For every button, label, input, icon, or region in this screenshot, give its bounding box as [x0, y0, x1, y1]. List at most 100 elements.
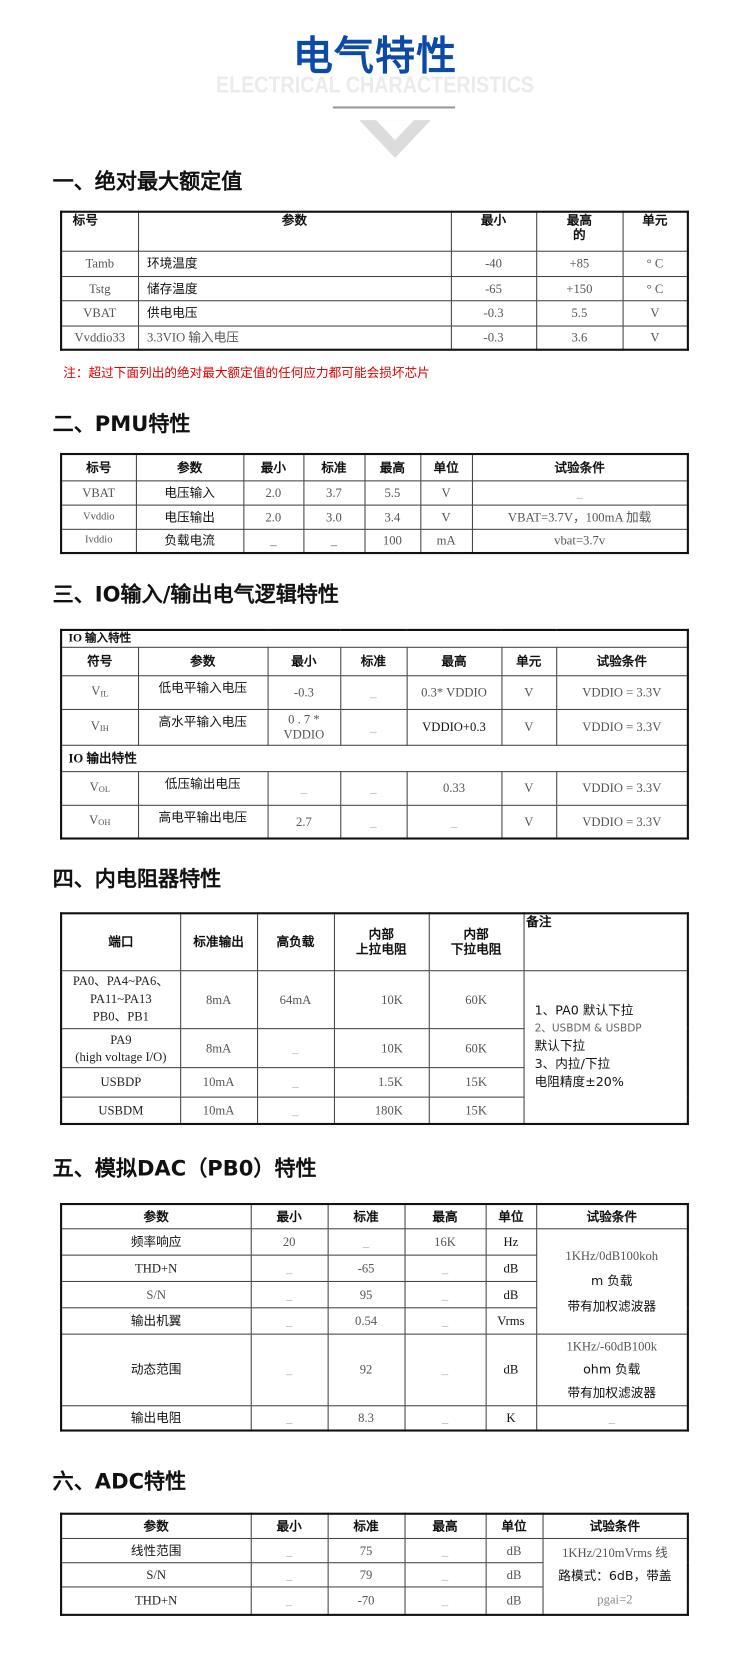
table-header: 符号 参数 最小 标准 最高 单元 试验条件: [60, 646, 689, 676]
cell: VDDIO = 3.3V: [555, 770, 689, 806]
cell: dB: [485, 1537, 544, 1563]
header-cell: 最高: [403, 1513, 487, 1539]
cell: _: [250, 1585, 329, 1616]
table-row: PA9 (high voltage I/O) 8mA _ 10K 60K: [60, 1027, 688, 1068]
cell: _: [256, 1066, 335, 1098]
cell: PA9 (high voltage I/O): [60, 1027, 181, 1068]
cell: 100: [363, 528, 421, 554]
cell: VDDIO = 3.3V: [555, 708, 689, 746]
cell: 高电平输出电压: [137, 804, 269, 840]
cell: _: [403, 1561, 487, 1587]
cell: V: [500, 770, 557, 806]
table-header: 标号 参数 最小 标准 最高 单位 试验条件: [60, 453, 689, 481]
cell: 高水平输入电压: [137, 708, 269, 746]
cell: PA0、PA4~PA6、 PA11~PA13 PB0、PB1: [60, 969, 181, 1029]
cell: 95: [327, 1280, 406, 1308]
header-cell: 参数: [137, 211, 452, 252]
cell: -40: [450, 250, 537, 277]
remark: 2、USBDM & USBDP: [534, 1023, 642, 1035]
cell: V: [500, 674, 557, 710]
cell: -0.3: [267, 674, 341, 710]
condition-line: 带有加权滤波器: [567, 1298, 657, 1314]
cell: ° C: [622, 250, 689, 277]
cell: 低电平输入电压: [137, 674, 269, 710]
cell: dB: [485, 1333, 537, 1406]
cell: Hz: [485, 1227, 537, 1256]
cell: 60K: [428, 969, 525, 1029]
cell: _: [250, 1561, 329, 1587]
cell: 8mA: [179, 969, 258, 1029]
cell: 2.0: [242, 479, 304, 506]
cell: _: [339, 708, 408, 746]
cell: V: [419, 504, 473, 530]
symbol: V: [90, 717, 100, 733]
condition-cell: 1KHz/-60dB100k ohm 负载 带有加权滤波器: [535, 1333, 689, 1406]
condition-cell: 1KHz/210mVrms 线路模式：6dB，带盖 pgai=2: [541, 1537, 689, 1616]
cell: Vvddio: [60, 504, 137, 530]
header-cell: 最小: [267, 646, 341, 676]
condition-line: 1KHz/210mVrms 线: [562, 1545, 668, 1561]
cell: 电压输入: [135, 479, 244, 506]
cell: 0.3* VDDIO: [406, 674, 502, 710]
cell: dB: [485, 1254, 537, 1282]
cell: VIH: [60, 708, 139, 746]
cell: _: [250, 1333, 329, 1406]
header-cell: 单位: [485, 1513, 544, 1539]
cell: 3.3VIO 输入电压: [137, 324, 452, 351]
cell: 60K: [428, 1027, 525, 1068]
cell: 频率响应: [60, 1227, 252, 1256]
cell: 5.5: [363, 479, 421, 506]
cell: 64mA: [256, 969, 335, 1029]
section-heading: 六、ADC特性: [52, 1468, 187, 1494]
cell: 2.0: [242, 504, 304, 530]
cell: 电压输出: [135, 504, 244, 530]
header-cell: 参数: [60, 1513, 252, 1539]
cell: dB: [485, 1585, 544, 1616]
remarks-cell: 1、PA0 默认下拉 2、USBDM & USBDP 默认下拉 3、内拉/下拉 电阻精度…: [523, 969, 689, 1125]
cell: V: [500, 804, 557, 840]
table-row: VBAT 电压输入 2.0 3.7 5.5 V _: [60, 479, 689, 506]
header-cell: 参数: [135, 453, 244, 481]
cell: Vvddio33: [60, 324, 139, 351]
table-row: VOL 低压输出电压 _ _ 0.33 V VDDIO = 3.3V: [60, 770, 689, 806]
table-row: Vvddio33 3.3VIO 输入电压 -0.3 3.6 V: [60, 324, 689, 351]
cell: VDDIO = 3.3V: [555, 804, 689, 840]
pmu-table: 标号 参数 最小 标准 最高 单位 试验条件 VBAT 电压输入 2.0 3.7 5.5 V _ Vvd…: [60, 452, 689, 555]
condition-line: 1KHz/-60dB100k: [566, 1338, 658, 1354]
section-heading: 二、PMU特性: [52, 410, 191, 437]
symbol: V: [89, 812, 99, 828]
io-input-title: IO 输入特性: [60, 629, 689, 648]
cell: _: [403, 1404, 487, 1432]
cell: Tamb: [60, 250, 139, 277]
header-cell: 最小: [250, 1203, 329, 1229]
section-heading: 四、内电阻器特性: [52, 865, 222, 892]
cell: +85: [535, 250, 624, 277]
header-cell: 端口: [60, 912, 181, 971]
header-cell: 参数: [137, 646, 269, 676]
dac-table: 参数 最小 标准 最高 单位 试验条件 频率响应 20 _ 16K Hz 1KHz/0dB100k…: [60, 1202, 689, 1432]
section-heading: 五、模拟DAC（PB0）特性: [52, 1155, 317, 1181]
header-cell: 最高: [363, 453, 421, 481]
cell: _: [250, 1254, 329, 1282]
cell: _: [403, 1306, 487, 1335]
table-row: 线性范围 _ 75 _ dB 1KHz/210mVrms 线路模式：6dB，带盖 pgai…: [60, 1537, 689, 1616]
warning-note: 注：超过下面列出的绝对最大额定值的任何应力都可能会损坏芯片: [63, 365, 430, 381]
cell: V: [622, 299, 689, 327]
header-cell: 高负载: [256, 912, 335, 971]
table-row: Ivddio 负载电流 _ _ 100 mA vbat=3.7v: [60, 528, 689, 554]
cell: _: [403, 1254, 487, 1282]
header-cell: 参数: [60, 1203, 252, 1229]
table-header: 标号 参数 最小 最高 的 单元: [60, 211, 689, 252]
header-cell: 最小: [242, 453, 304, 481]
header-cell: 单位: [485, 1203, 537, 1229]
cell: 8.3: [327, 1404, 406, 1432]
header-cell: 试验条件: [555, 646, 689, 676]
cell: _: [250, 1537, 329, 1563]
cell: 1.5K: [333, 1066, 430, 1098]
resistor-table: 端口 标准输出 高负载 内部 上拉电阻 内部 下拉电阻 备注 PA0、PA4~PA6、 P…: [60, 912, 689, 1126]
header-cell: 单元: [500, 646, 557, 676]
table-row: 动态范围 _ 92 _ dB 1KHz/-60dB100k ohm 负载 带有加权滤波器: [60, 1333, 689, 1406]
cell: -65: [450, 275, 537, 301]
table-row: S/N _ 79 _ dB: [60, 1561, 688, 1587]
